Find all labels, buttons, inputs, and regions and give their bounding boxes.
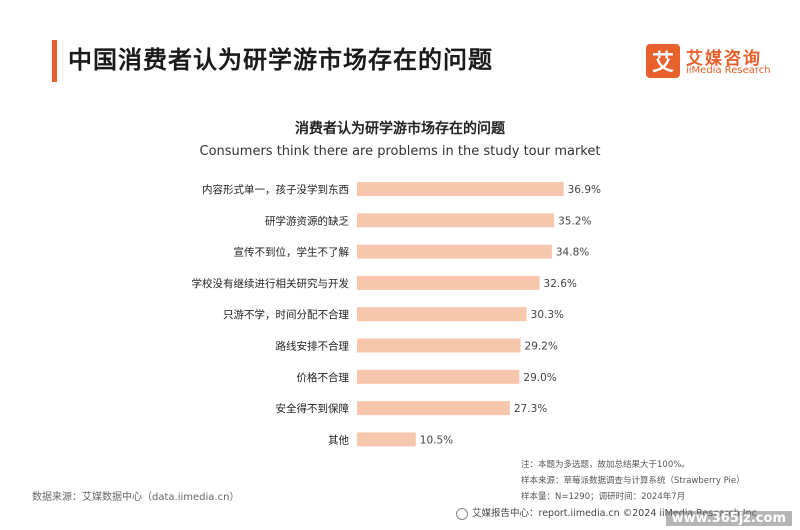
value-label: 32.6%	[544, 278, 577, 290]
bar	[357, 432, 416, 447]
bar	[357, 275, 540, 290]
bar	[357, 307, 527, 322]
chart-title: 消费者认为研学游市场存在的问题	[295, 121, 505, 137]
bar	[357, 401, 510, 416]
category-label: 路线安排不合理	[276, 340, 350, 353]
logo-text-en: iiMedia Research	[686, 65, 771, 76]
category-label: 价格不合理	[297, 371, 350, 384]
value-label: 10.5%	[420, 434, 453, 446]
report-center-icon	[456, 507, 468, 520]
bar	[357, 338, 521, 353]
value-label: 34.8%	[556, 247, 589, 259]
value-label: 36.9%	[568, 184, 601, 196]
page-title: 中国消费者认为研学游市场存在的问题	[68, 46, 493, 74]
bar	[357, 369, 520, 384]
note-sample-source: 样本来源：草莓派数据调查与计算系统（Strawberry Pie）	[521, 476, 745, 486]
bar	[357, 182, 564, 196]
bar	[357, 244, 552, 259]
iimedia-logo: 艾 艾媒咨询 iiMedia Research	[646, 44, 796, 80]
watermark: www.365jz.com	[665, 511, 792, 526]
category-label: 宣传不到位，学生不了解	[234, 246, 350, 259]
value-label: 27.3%	[514, 403, 547, 415]
value-label: 35.2%	[558, 215, 591, 227]
title-accent-bar	[52, 40, 57, 82]
category-label: 研学游资源的缺乏	[265, 214, 349, 227]
chart-subtitle: Consumers think there are problems in th…	[199, 144, 601, 159]
note-sample-size: 样本量：N=1290；调研时间：2024年7月	[521, 492, 686, 502]
category-label: 安全得不到保障	[276, 402, 350, 415]
footer: 艾媒报告中心：report.iimedia.cn ©2024 iiMedia R…	[456, 505, 757, 520]
value-label: 29.0%	[523, 372, 556, 384]
bar	[357, 213, 555, 228]
footer-text: 艾媒报告中心：report.iimedia.cn ©2024 iiMedia R…	[472, 508, 757, 519]
note-multi-select: 注：本题为多选题，故加总结果大于100%。	[521, 460, 690, 470]
category-label: 学校没有继续进行相关研究与开发	[192, 277, 350, 290]
logo-text-cn: 艾媒咨询	[686, 49, 762, 69]
category-label: 内容形式单一，孩子没学到东西	[202, 183, 349, 196]
value-label: 29.2%	[525, 341, 558, 353]
category-label: 只游不学，时间分配不合理	[223, 308, 349, 321]
value-label: 30.3%	[531, 309, 564, 321]
category-label: 其他	[328, 433, 349, 446]
data-source: 数据来源：艾媒数据中心（data.iimedia.cn）	[32, 492, 240, 503]
logo-mark-icon: 艾	[646, 44, 680, 78]
